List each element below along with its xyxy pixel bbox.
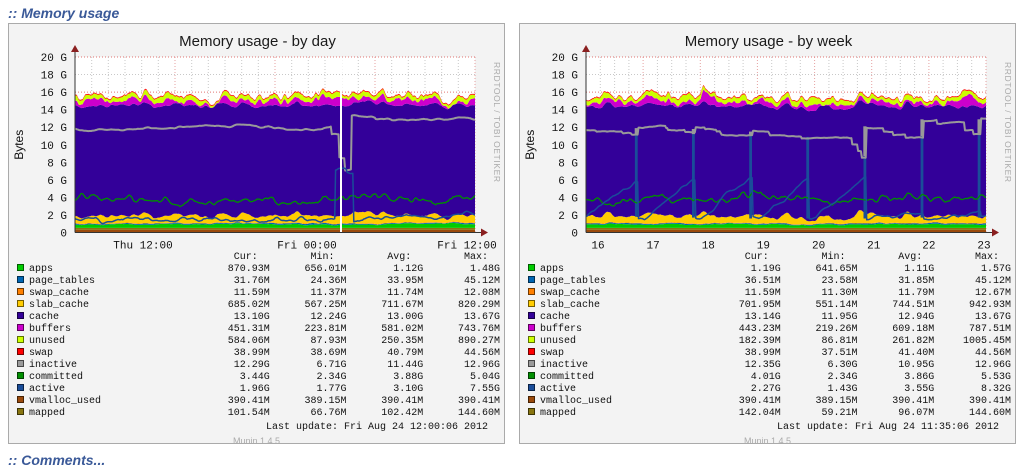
svg-text:4 G: 4 G [558,193,578,205]
svg-text:Thu 12:00: Thu 12:00 [113,241,172,252]
svg-text:12 G: 12 G [41,123,67,135]
svg-text:10 G: 10 G [552,141,578,153]
svg-text:23: 23 [977,241,990,252]
svg-text:Bytes: Bytes [12,130,26,160]
svg-text:21: 21 [867,241,881,252]
svg-text:20 G: 20 G [552,53,578,65]
svg-text:16 G: 16 G [41,88,67,100]
svg-text:RRDTOOL / TOBI OETIKER: RRDTOOL / TOBI OETIKER [1003,62,1013,183]
svg-text:19: 19 [757,241,770,252]
svg-text:4 G: 4 G [47,193,67,205]
svg-text:6 G: 6 G [558,176,578,188]
svg-text:Memory usage - by week: Memory usage - by week [685,33,853,50]
svg-text:8 G: 8 G [47,158,67,170]
svg-text:0: 0 [571,229,578,241]
svg-text:20 G: 20 G [41,53,67,65]
svg-text:8 G: 8 G [558,158,578,170]
svg-text:12 G: 12 G [552,123,578,135]
svg-text:10 G: 10 G [41,141,67,153]
svg-text:14 G: 14 G [552,106,578,118]
svg-text:Fri 00:00: Fri 00:00 [277,241,336,252]
svg-text:22: 22 [922,241,935,252]
svg-text:20: 20 [812,241,825,252]
svg-text:0: 0 [60,229,67,241]
svg-text:18 G: 18 G [41,71,67,83]
svg-text:18: 18 [702,241,715,252]
svg-text:Memory usage - by day: Memory usage - by day [179,33,336,50]
svg-text:2 G: 2 G [47,211,67,223]
svg-text:17: 17 [646,241,659,252]
svg-text:6 G: 6 G [47,176,67,188]
svg-text:Bytes: Bytes [523,130,537,160]
svg-text:16: 16 [591,241,604,252]
svg-text:Fri 12:00: Fri 12:00 [437,241,496,252]
svg-text:RRDTOOL / TOBI OETIKER: RRDTOOL / TOBI OETIKER [492,62,502,183]
svg-text:16 G: 16 G [552,88,578,100]
svg-text:2 G: 2 G [558,211,578,223]
svg-text:18 G: 18 G [552,71,578,83]
svg-text:14 G: 14 G [41,106,67,118]
